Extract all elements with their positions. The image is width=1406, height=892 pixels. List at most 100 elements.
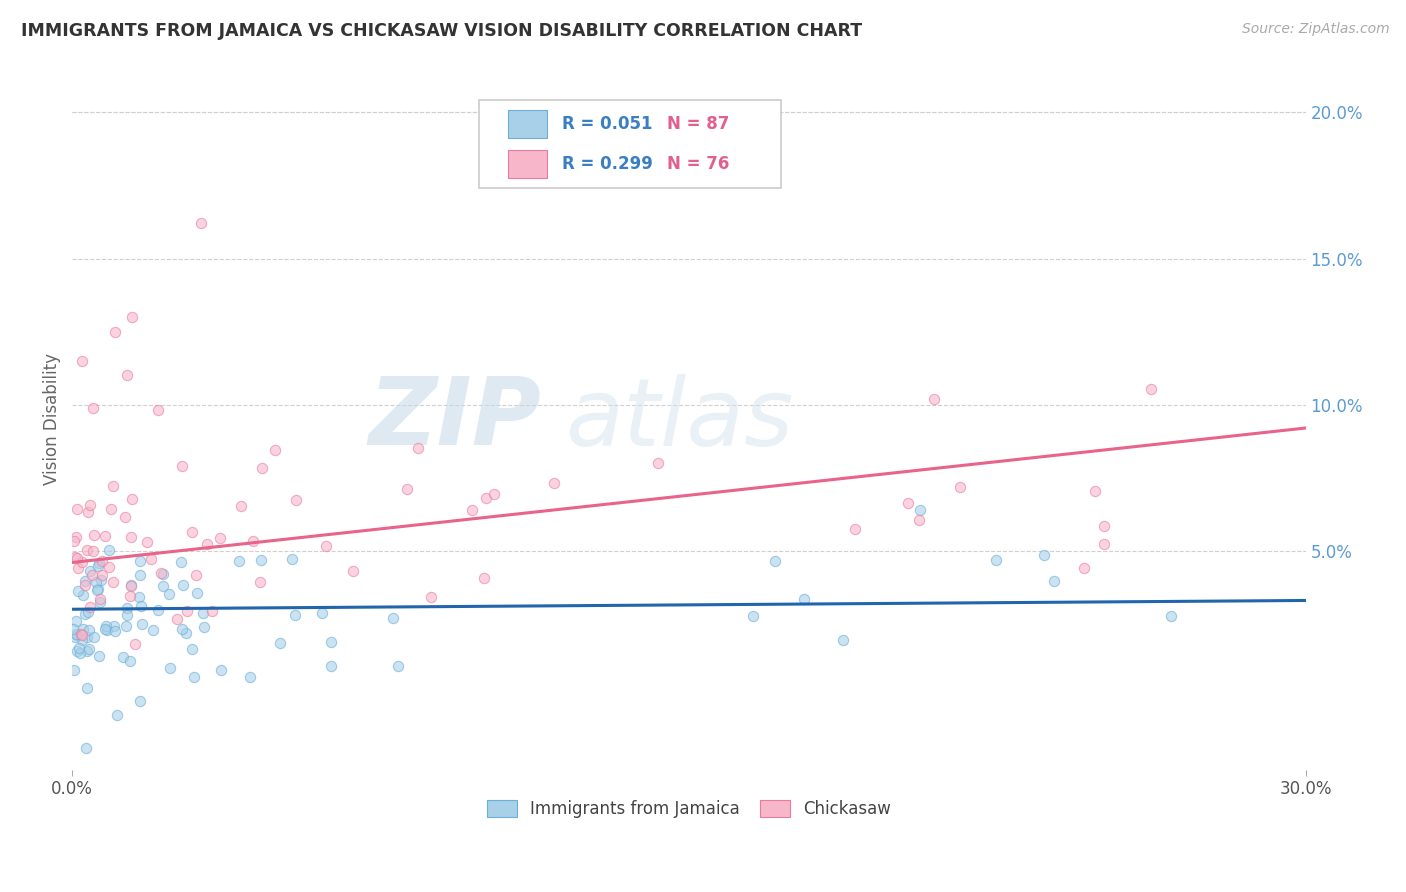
- Point: [87, 556, 110, 570]
- Point: [183, 670, 205, 684]
- Point: [311, 606, 333, 620]
- Point: [146, 403, 169, 417]
- Text: ZIP: ZIP: [368, 373, 541, 466]
- Point: [63, 631, 86, 645]
- Point: [72, 588, 94, 602]
- Point: [1043, 574, 1066, 589]
- Point: [79, 599, 101, 614]
- Text: R = 0.051: R = 0.051: [562, 115, 652, 133]
- Point: [897, 496, 920, 510]
- Point: [66, 551, 89, 566]
- Point: [94, 622, 117, 636]
- Point: [73, 574, 96, 588]
- Point: [176, 604, 198, 618]
- Text: R = 0.299: R = 0.299: [562, 155, 652, 173]
- Point: [420, 591, 443, 605]
- Point: [72, 622, 94, 636]
- Point: [120, 579, 142, 593]
- Point: [228, 554, 250, 568]
- Point: [72, 353, 94, 368]
- Point: [70, 633, 93, 648]
- Point: [482, 487, 505, 501]
- Point: [120, 654, 142, 668]
- Point: [172, 459, 194, 474]
- Point: [141, 551, 163, 566]
- Point: [70, 627, 93, 641]
- Text: IMMIGRANTS FROM JAMAICA VS CHICKASAW VISION DISABILITY CORRELATION CHART: IMMIGRANTS FROM JAMAICA VS CHICKASAW VIS…: [21, 22, 862, 40]
- Point: [396, 482, 419, 496]
- Point: [263, 443, 285, 458]
- Point: [77, 605, 100, 619]
- Point: [319, 634, 342, 648]
- Point: [131, 617, 153, 632]
- Point: [76, 543, 98, 558]
- Point: [94, 619, 117, 633]
- Point: [269, 636, 291, 650]
- Point: [239, 669, 262, 683]
- Point: [66, 644, 89, 658]
- Point: [70, 628, 93, 642]
- Point: [98, 560, 121, 574]
- Point: [90, 567, 112, 582]
- Point: [73, 607, 96, 622]
- Point: [321, 659, 343, 673]
- Text: atlas: atlas: [565, 374, 794, 465]
- Point: [79, 498, 101, 512]
- Point: [66, 584, 89, 599]
- Point: [342, 564, 364, 578]
- Point: [387, 659, 409, 673]
- Point: [1073, 560, 1095, 574]
- Point: [146, 603, 169, 617]
- Point: [120, 578, 142, 592]
- Point: [406, 442, 429, 456]
- Point: [104, 624, 127, 638]
- Point: [166, 612, 188, 626]
- Point: [76, 643, 98, 657]
- Point: [67, 560, 90, 574]
- Point: [315, 539, 337, 553]
- Point: [103, 619, 125, 633]
- Point: [1092, 519, 1115, 533]
- Text: N = 87: N = 87: [666, 115, 730, 133]
- Point: [121, 491, 143, 506]
- Point: [115, 368, 138, 383]
- Point: [87, 648, 110, 663]
- Point: [65, 615, 87, 629]
- FancyBboxPatch shape: [508, 110, 547, 137]
- Point: [128, 567, 150, 582]
- Point: [157, 587, 180, 601]
- Point: [832, 632, 855, 647]
- Point: [475, 491, 498, 505]
- Point: [121, 310, 143, 324]
- Point: [242, 534, 264, 549]
- Point: [67, 641, 90, 656]
- Point: [170, 555, 193, 569]
- Point: [250, 460, 273, 475]
- Point: [128, 590, 150, 604]
- Point: [172, 577, 194, 591]
- Point: [80, 568, 103, 582]
- Point: [152, 579, 174, 593]
- Point: [249, 574, 271, 589]
- Point: [181, 641, 204, 656]
- Point: [285, 492, 308, 507]
- Point: [82, 401, 104, 416]
- Point: [284, 607, 307, 622]
- Point: [62, 663, 84, 677]
- FancyBboxPatch shape: [479, 100, 782, 188]
- Point: [82, 544, 104, 558]
- Point: [543, 475, 565, 490]
- Point: [908, 502, 931, 516]
- Point: [907, 513, 929, 527]
- Point: [184, 568, 207, 582]
- Point: [83, 630, 105, 644]
- Point: [1092, 537, 1115, 551]
- Point: [101, 574, 124, 589]
- Text: N = 76: N = 76: [666, 155, 730, 173]
- Point: [152, 567, 174, 582]
- Point: [174, 626, 197, 640]
- Point: [117, 600, 139, 615]
- Point: [124, 637, 146, 651]
- Point: [131, 599, 153, 614]
- Point: [63, 533, 86, 548]
